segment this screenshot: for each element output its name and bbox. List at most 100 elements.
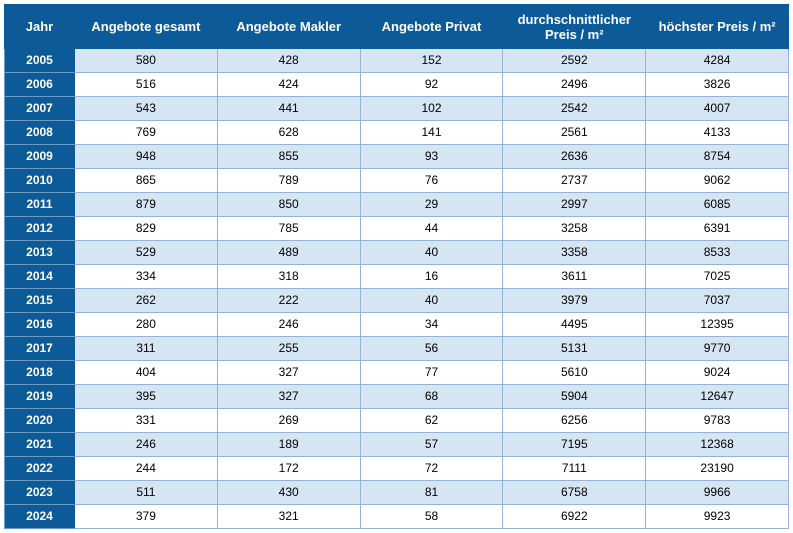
cell-maxpreis: 9783 bbox=[646, 409, 789, 433]
cell-makler: 269 bbox=[217, 409, 360, 433]
cell-privat: 152 bbox=[360, 49, 503, 73]
cell-year: 2010 bbox=[5, 169, 75, 193]
cell-avgpreis: 2496 bbox=[503, 73, 646, 97]
cell-gesamt: 262 bbox=[75, 289, 218, 313]
table-row: 201939532768590412647 bbox=[5, 385, 789, 409]
cell-gesamt: 311 bbox=[75, 337, 218, 361]
cell-gesamt: 543 bbox=[75, 97, 218, 121]
table-row: 20108657897627379062 bbox=[5, 169, 789, 193]
cell-gesamt: 395 bbox=[75, 385, 218, 409]
cell-makler: 318 bbox=[217, 265, 360, 289]
cell-year: 2007 bbox=[5, 97, 75, 121]
cell-maxpreis: 9024 bbox=[646, 361, 789, 385]
cell-maxpreis: 12395 bbox=[646, 313, 789, 337]
cell-year: 2024 bbox=[5, 505, 75, 529]
cell-gesamt: 244 bbox=[75, 457, 218, 481]
cell-maxpreis: 3826 bbox=[646, 73, 789, 97]
cell-makler: 628 bbox=[217, 121, 360, 145]
table-row: 20152622224039797037 bbox=[5, 289, 789, 313]
header-gesamt: Angebote gesamt bbox=[75, 5, 218, 49]
cell-year: 2016 bbox=[5, 313, 75, 337]
table-row: 200558042815225924284 bbox=[5, 49, 789, 73]
header-makler: Angebote Makler bbox=[217, 5, 360, 49]
table-row: 201628024634449512395 bbox=[5, 313, 789, 337]
cell-makler: 785 bbox=[217, 217, 360, 241]
cell-makler: 321 bbox=[217, 505, 360, 529]
table-row: 20184043277756109024 bbox=[5, 361, 789, 385]
cell-year: 2019 bbox=[5, 385, 75, 409]
cell-year: 2008 bbox=[5, 121, 75, 145]
cell-makler: 789 bbox=[217, 169, 360, 193]
cell-avgpreis: 5131 bbox=[503, 337, 646, 361]
cell-gesamt: 379 bbox=[75, 505, 218, 529]
cell-privat: 16 bbox=[360, 265, 503, 289]
cell-makler: 327 bbox=[217, 385, 360, 409]
cell-makler: 189 bbox=[217, 433, 360, 457]
cell-gesamt: 865 bbox=[75, 169, 218, 193]
cell-maxpreis: 9923 bbox=[646, 505, 789, 529]
cell-privat: 57 bbox=[360, 433, 503, 457]
cell-privat: 44 bbox=[360, 217, 503, 241]
cell-gesamt: 829 bbox=[75, 217, 218, 241]
cell-privat: 56 bbox=[360, 337, 503, 361]
cell-year: 2021 bbox=[5, 433, 75, 457]
cell-maxpreis: 4007 bbox=[646, 97, 789, 121]
cell-privat: 40 bbox=[360, 241, 503, 265]
cell-privat: 34 bbox=[360, 313, 503, 337]
cell-year: 2020 bbox=[5, 409, 75, 433]
table-row: 202224417272711123190 bbox=[5, 457, 789, 481]
cell-makler: 489 bbox=[217, 241, 360, 265]
cell-gesamt: 404 bbox=[75, 361, 218, 385]
cell-year: 2013 bbox=[5, 241, 75, 265]
cell-privat: 76 bbox=[360, 169, 503, 193]
cell-privat: 92 bbox=[360, 73, 503, 97]
cell-privat: 72 bbox=[360, 457, 503, 481]
table-row: 20099488559326368754 bbox=[5, 145, 789, 169]
header-jahr: Jahr bbox=[5, 5, 75, 49]
cell-year: 2017 bbox=[5, 337, 75, 361]
cell-makler: 430 bbox=[217, 481, 360, 505]
cell-makler: 428 bbox=[217, 49, 360, 73]
cell-gesamt: 511 bbox=[75, 481, 218, 505]
cell-maxpreis: 6391 bbox=[646, 217, 789, 241]
table-row: 20065164249224963826 bbox=[5, 73, 789, 97]
cell-privat: 81 bbox=[360, 481, 503, 505]
cell-gesamt: 331 bbox=[75, 409, 218, 433]
data-table: Jahr Angebote gesamt Angebote Makler Ang… bbox=[4, 4, 789, 529]
cell-year: 2022 bbox=[5, 457, 75, 481]
cell-maxpreis: 4133 bbox=[646, 121, 789, 145]
cell-avgpreis: 4495 bbox=[503, 313, 646, 337]
cell-makler: 255 bbox=[217, 337, 360, 361]
cell-privat: 102 bbox=[360, 97, 503, 121]
cell-gesamt: 529 bbox=[75, 241, 218, 265]
cell-maxpreis: 6085 bbox=[646, 193, 789, 217]
cell-gesamt: 580 bbox=[75, 49, 218, 73]
cell-avgpreis: 2592 bbox=[503, 49, 646, 73]
cell-gesamt: 246 bbox=[75, 433, 218, 457]
header-privat: Angebote Privat bbox=[360, 5, 503, 49]
table-row: 20235114308167589966 bbox=[5, 481, 789, 505]
cell-year: 2018 bbox=[5, 361, 75, 385]
cell-year: 2006 bbox=[5, 73, 75, 97]
cell-privat: 93 bbox=[360, 145, 503, 169]
cell-maxpreis: 9062 bbox=[646, 169, 789, 193]
cell-privat: 58 bbox=[360, 505, 503, 529]
table-row: 200754344110225424007 bbox=[5, 97, 789, 121]
table-row: 20128297854432586391 bbox=[5, 217, 789, 241]
cell-year: 2012 bbox=[5, 217, 75, 241]
cell-makler: 441 bbox=[217, 97, 360, 121]
cell-gesamt: 516 bbox=[75, 73, 218, 97]
cell-avgpreis: 3611 bbox=[503, 265, 646, 289]
cell-maxpreis: 12368 bbox=[646, 433, 789, 457]
cell-maxpreis: 4284 bbox=[646, 49, 789, 73]
cell-privat: 40 bbox=[360, 289, 503, 313]
cell-year: 2015 bbox=[5, 289, 75, 313]
cell-maxpreis: 23190 bbox=[646, 457, 789, 481]
cell-avgpreis: 3979 bbox=[503, 289, 646, 313]
table-row: 202124618957719512368 bbox=[5, 433, 789, 457]
cell-maxpreis: 9770 bbox=[646, 337, 789, 361]
cell-makler: 246 bbox=[217, 313, 360, 337]
cell-avgpreis: 2997 bbox=[503, 193, 646, 217]
cell-privat: 62 bbox=[360, 409, 503, 433]
cell-avgpreis: 2636 bbox=[503, 145, 646, 169]
